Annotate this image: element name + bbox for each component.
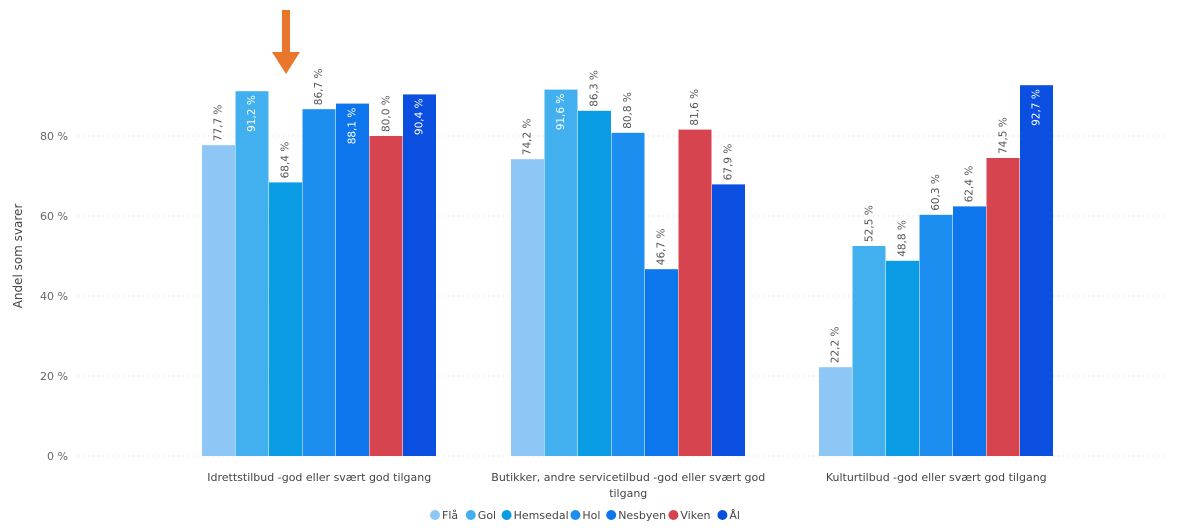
bar <box>712 184 745 456</box>
data-label: 77,7 % <box>213 104 225 141</box>
bar <box>1020 85 1053 456</box>
legend-label: Viken <box>680 509 710 522</box>
data-label: 67,9 % <box>723 144 735 181</box>
y-axis-title: Andel som svarer <box>11 204 25 309</box>
bar <box>953 206 986 456</box>
arrow-head <box>272 52 300 74</box>
legend-marker <box>430 510 440 520</box>
legend-marker <box>717 510 728 520</box>
data-label: 91,2 % <box>246 95 258 132</box>
bar <box>369 136 403 456</box>
data-label: 74,2 % <box>522 118 534 155</box>
bar <box>202 145 235 456</box>
bar <box>235 91 269 456</box>
category-label: Butikker, andre servicetilbud -god eller… <box>491 471 765 484</box>
data-label: 86,3 % <box>589 70 601 107</box>
bar <box>886 260 919 456</box>
legend-label: Flå <box>442 509 458 522</box>
legend-marker <box>606 510 617 520</box>
arrow-shaft <box>282 10 290 55</box>
data-label: 88,1 % <box>347 108 359 145</box>
bars <box>202 85 1053 457</box>
bar <box>645 269 678 456</box>
bar <box>269 182 302 456</box>
arrow-down-icon <box>272 10 300 74</box>
legend-label: Hemsedal <box>514 509 569 522</box>
y-axis-ticks: 0 % 20 % 40 % 60 % 80 % <box>40 130 68 463</box>
y-tick-label: 0 % <box>47 450 68 463</box>
bar <box>578 110 611 457</box>
data-label: 22,2 % <box>830 326 842 363</box>
bar <box>302 109 336 456</box>
data-label: 62,4 % <box>964 166 976 203</box>
data-label: 90,4 % <box>414 98 426 135</box>
data-label: 74,5 % <box>997 117 1009 154</box>
y-tick-label: 40 % <box>40 290 68 303</box>
data-labels: 77,7 % 74,2 % 22,2 % 91,2 % 91,6 % 52,5 % 68,4… <box>213 68 1043 363</box>
legend-marker <box>570 510 581 520</box>
data-label: 92,7 % <box>1031 89 1043 126</box>
legend-item[interactable]: Flå <box>430 509 458 522</box>
y-tick-label: 60 % <box>40 210 68 223</box>
bar <box>986 158 1020 456</box>
legend-label: Hol <box>582 509 600 522</box>
data-label: 80,8 % <box>622 92 634 129</box>
data-label: 52,5 % <box>863 205 875 242</box>
data-label: 60,3 % <box>930 174 942 211</box>
legend-label: Nesbyen <box>618 509 666 522</box>
category-labels: Idrettstilbud -god eller svært god tilga… <box>207 471 1046 500</box>
legend-item[interactable]: Viken <box>668 509 710 522</box>
data-label: 81,6 % <box>689 89 701 126</box>
bar <box>852 246 886 456</box>
data-label: 80,0 % <box>380 95 392 132</box>
legend-marker <box>501 510 512 520</box>
bar <box>819 367 852 456</box>
bar <box>336 103 369 456</box>
legend-marker <box>668 510 679 520</box>
bar <box>678 129 712 456</box>
bar <box>919 214 953 456</box>
legend-marker <box>465 510 476 520</box>
category-label: Kulturtilbud -god eller svært god tilgan… <box>826 471 1047 484</box>
bar <box>403 94 436 457</box>
data-label: 86,7 % <box>313 68 325 105</box>
legend-item[interactable]: Nesbyen <box>606 509 666 522</box>
bar <box>544 89 578 456</box>
data-label: 46,7 % <box>656 228 668 265</box>
category-label: Idrettstilbud -god eller svært god tilga… <box>207 471 431 484</box>
legend-item[interactable]: Hol <box>570 509 600 522</box>
legend-item[interactable]: Hemsedal <box>501 509 569 522</box>
y-tick-label: 80 % <box>40 130 68 143</box>
legend[interactable]: Flå Gol Hemsedal Hol Nesbyen Viken Ål <box>430 509 740 522</box>
data-label: 48,8 % <box>897 220 909 257</box>
legend-label: Ål <box>729 509 740 522</box>
legend-item[interactable]: Gol <box>465 509 496 522</box>
legend-item[interactable]: Ål <box>717 509 740 522</box>
category-label: tilgang <box>609 487 647 500</box>
legend-label: Gol <box>478 509 496 522</box>
bar <box>611 132 645 457</box>
y-tick-label: 20 % <box>40 370 68 383</box>
bar <box>511 159 544 456</box>
data-label: 91,6 % <box>555 94 567 131</box>
data-label: 68,4 % <box>280 142 292 179</box>
